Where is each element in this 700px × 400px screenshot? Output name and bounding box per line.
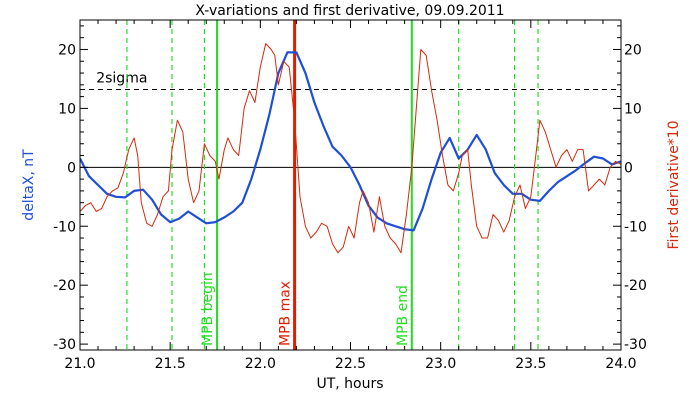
y-tick-label-left: -30 bbox=[53, 337, 76, 353]
y-tick-label-right: 0 bbox=[624, 160, 633, 176]
series-line-deltax bbox=[80, 51, 621, 232]
x-tick-label: 22.5 bbox=[335, 356, 366, 372]
marker-label-0: MPB begin bbox=[200, 272, 216, 346]
threshold-label: 2sigma bbox=[96, 71, 147, 87]
y-tick-label-left: 10 bbox=[58, 101, 76, 117]
y-tick-label-right: 20 bbox=[624, 42, 642, 58]
y-tick-label-right: -20 bbox=[624, 278, 647, 294]
x-tick-label: 23.5 bbox=[515, 356, 546, 372]
series-line-derivative bbox=[80, 43, 621, 254]
x-tick-label: 24.0 bbox=[605, 356, 636, 372]
plot-frame bbox=[79, 19, 622, 351]
y-axis-left-label: deltaX, nT bbox=[21, 149, 37, 221]
x-tick-label: 23.0 bbox=[425, 356, 456, 372]
x-axis-label: UT, hours bbox=[316, 376, 383, 392]
y-tick-label-left: 0 bbox=[67, 160, 76, 176]
x-tick-label: 21.5 bbox=[155, 356, 186, 372]
y-axis-right-label: First derivative*10 bbox=[666, 120, 682, 249]
y-tick-label-right: -30 bbox=[624, 337, 647, 353]
y-tick-label-left: -20 bbox=[53, 278, 76, 294]
x-tick-label: 22.0 bbox=[245, 356, 276, 372]
y-tick-label-right: -10 bbox=[624, 219, 647, 235]
x-tick-label: 21.0 bbox=[64, 356, 95, 372]
y-tick-label-left: -10 bbox=[53, 219, 76, 235]
y-tick-label-right: 10 bbox=[624, 101, 642, 117]
plot-axes: 21.0 21.5 22.0 22.5 23.0 23.5 24.0 20 20 10 10 0 0 -1… bbox=[53, 19, 647, 372]
marker-label-2: MPB end bbox=[395, 285, 411, 346]
plot-marks: 2sigma MPB begin MPB max MPB end bbox=[80, 20, 621, 350]
chart-title: X-variations and first derivative, 09.09… bbox=[195, 3, 504, 19]
y-tick-label-left: 20 bbox=[58, 42, 76, 58]
marker-label-1: MPB max bbox=[278, 281, 294, 346]
